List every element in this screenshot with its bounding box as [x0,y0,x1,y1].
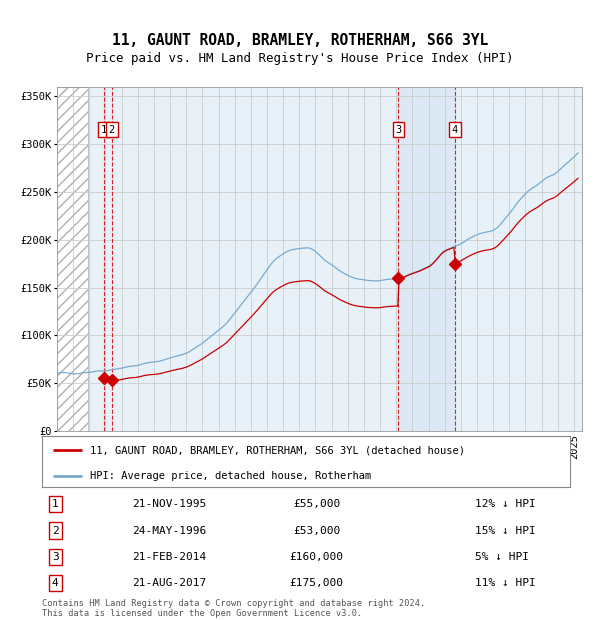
Text: 11% ↓ HPI: 11% ↓ HPI [475,578,536,588]
Text: £55,000: £55,000 [293,499,340,509]
Text: 11, GAUNT ROAD, BRAMLEY, ROTHERHAM, S66 3YL: 11, GAUNT ROAD, BRAMLEY, ROTHERHAM, S66 … [112,33,488,48]
Text: 2: 2 [52,526,59,536]
Text: 11, GAUNT ROAD, BRAMLEY, ROTHERHAM, S66 3YL (detached house): 11, GAUNT ROAD, BRAMLEY, ROTHERHAM, S66 … [89,445,464,455]
Text: 21-FEB-2014: 21-FEB-2014 [132,552,206,562]
Text: 2: 2 [109,125,115,135]
Text: 3: 3 [52,552,59,562]
Text: 4: 4 [52,578,59,588]
Bar [398,87,455,431]
Text: 5% ↓ HPI: 5% ↓ HPI [475,552,529,562]
Text: 1: 1 [101,125,107,135]
Text: 21-AUG-2017: 21-AUG-2017 [132,578,206,588]
Text: 15% ↓ HPI: 15% ↓ HPI [475,526,536,536]
Text: 12% ↓ HPI: 12% ↓ HPI [475,499,536,509]
Text: 3: 3 [395,125,401,135]
Text: 4: 4 [452,125,458,135]
Text: 1: 1 [52,499,59,509]
Text: HPI: Average price, detached house, Rotherham: HPI: Average price, detached house, Roth… [89,471,371,480]
Text: Price paid vs. HM Land Registry's House Price Index (HPI): Price paid vs. HM Land Registry's House … [86,53,514,65]
Text: £160,000: £160,000 [290,552,344,562]
Bar [57,87,88,431]
Text: 24-MAY-1996: 24-MAY-1996 [132,526,206,536]
Text: Contains HM Land Registry data © Crown copyright and database right 2024.
This d: Contains HM Land Registry data © Crown c… [42,599,425,618]
Text: £175,000: £175,000 [290,578,344,588]
Text: £53,000: £53,000 [293,526,340,536]
Text: 21-NOV-1995: 21-NOV-1995 [132,499,206,509]
